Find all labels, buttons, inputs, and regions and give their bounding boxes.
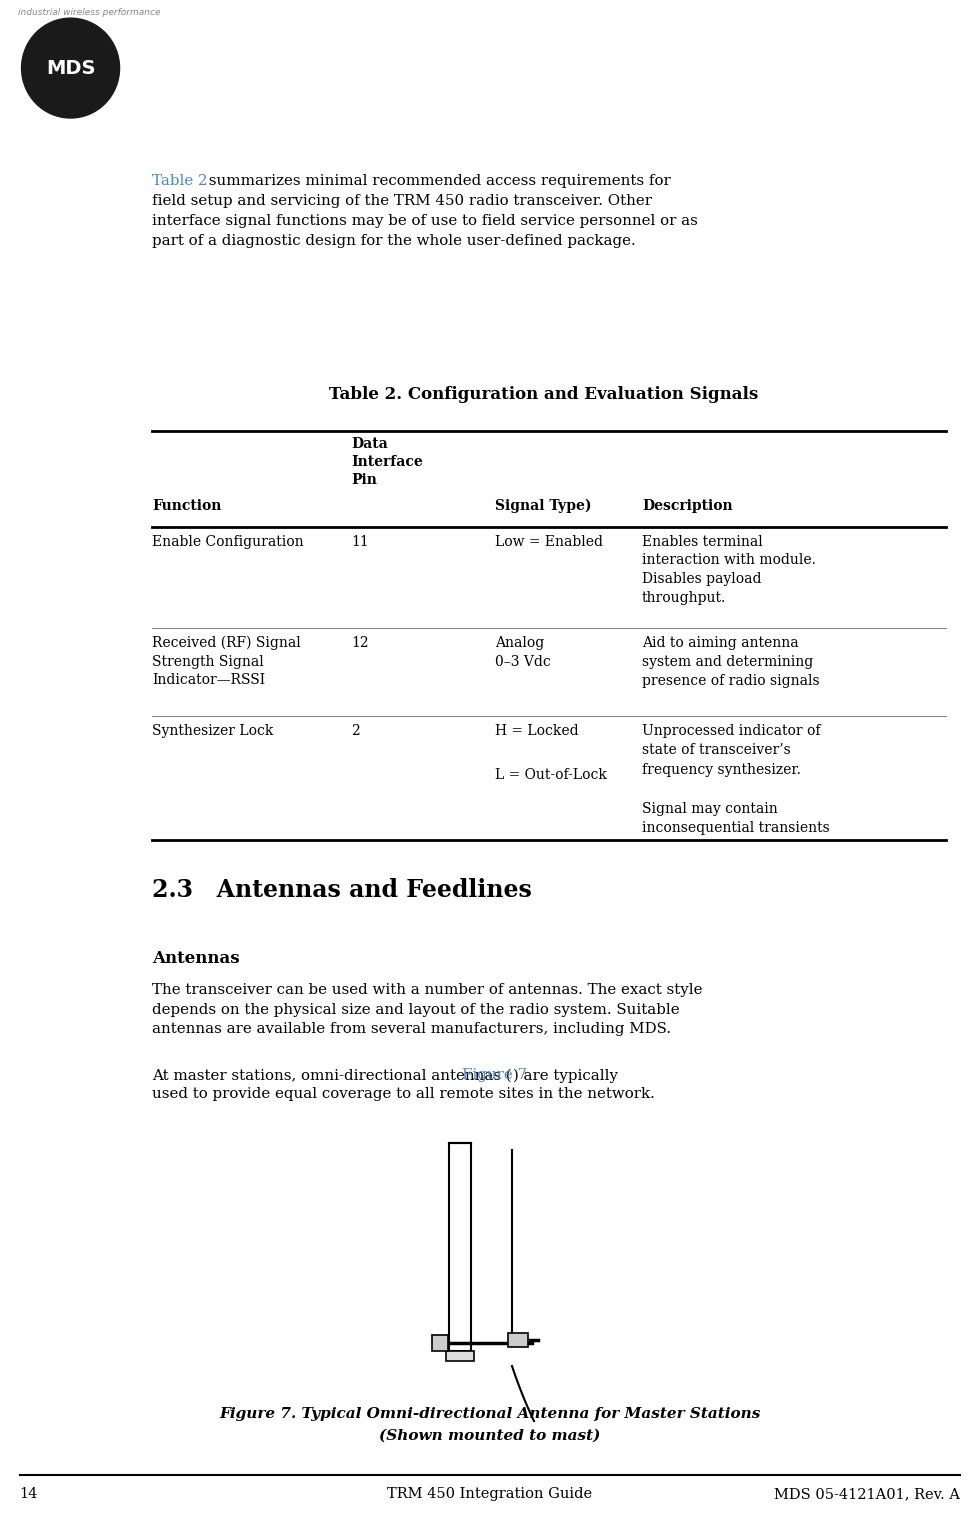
Text: ) are typically: ) are typically	[513, 1068, 618, 1083]
Text: The transceiver can be used with a number of antennas. The exact style
depends o: The transceiver can be used with a numbe…	[152, 983, 703, 1036]
Text: Description: Description	[642, 498, 732, 513]
Text: Antennas: Antennas	[152, 950, 239, 967]
Text: Figure 7. Typical Omni-directional Antenna for Master Stations: Figure 7. Typical Omni-directional Anten…	[220, 1407, 760, 1421]
Text: Function: Function	[152, 498, 221, 513]
Bar	[432, 1334, 448, 1351]
Text: field setup and servicing of the TRM 450 radio transceiver. Other: field setup and servicing of the TRM 450…	[152, 194, 652, 207]
Bar	[449, 1142, 471, 1351]
Text: used to provide equal coverage to all remote sites in the network.: used to provide equal coverage to all re…	[152, 1088, 655, 1101]
Text: MDS: MDS	[46, 59, 95, 77]
Text: interface signal functions may be of use to field service personnel or as: interface signal functions may be of use…	[152, 213, 698, 228]
Text: At master stations, omni-directional antennas (: At master stations, omni-directional ant…	[152, 1068, 512, 1082]
Text: MDS 05-4121A01, Rev. A: MDS 05-4121A01, Rev. A	[774, 1487, 960, 1501]
Text: Low = Enabled: Low = Enabled	[495, 534, 603, 549]
Bar	[446, 1351, 474, 1362]
Text: Enable Configuration: Enable Configuration	[152, 534, 304, 549]
Ellipse shape	[22, 18, 120, 118]
Text: 12: 12	[351, 635, 368, 651]
Text: Unprocessed indicator of
state of transceiver’s
frequency synthesizer.

Signal m: Unprocessed indicator of state of transc…	[642, 723, 830, 835]
Text: Aid to aiming antenna
system and determining
presence of radio signals: Aid to aiming antenna system and determi…	[642, 635, 819, 688]
Text: industrial wireless performance: industrial wireless performance	[18, 8, 160, 17]
Text: 2: 2	[351, 723, 360, 738]
Text: Analog
0–3 Vdc: Analog 0–3 Vdc	[495, 635, 551, 669]
Text: Table 2: Table 2	[152, 174, 208, 188]
Text: Enables terminal
interaction with module.
Disables payload
throughput.: Enables terminal interaction with module…	[642, 534, 815, 605]
Text: (Shown mounted to mast): (Shown mounted to mast)	[379, 1430, 601, 1443]
Text: Data
Interface
Pin: Data Interface Pin	[351, 437, 422, 487]
Text: summarizes minimal recommended access requirements for: summarizes minimal recommended access re…	[204, 174, 670, 188]
Text: Received (RF) Signal
Strength Signal
Indicator—RSSI: Received (RF) Signal Strength Signal Ind…	[152, 635, 301, 687]
Text: 14: 14	[20, 1487, 38, 1501]
Text: TRM 450 Integration Guide: TRM 450 Integration Guide	[387, 1487, 593, 1501]
Text: H = Locked

L = Out-of-Lock: H = Locked L = Out-of-Lock	[495, 723, 607, 782]
Text: Signal Type): Signal Type)	[495, 498, 591, 513]
Text: 11: 11	[351, 534, 368, 549]
Text: Table 2. Configuration and Evaluation Signals: Table 2. Configuration and Evaluation Si…	[329, 386, 759, 402]
Text: part of a diagnostic design for the whole user-defined package.: part of a diagnostic design for the whol…	[152, 235, 636, 248]
Bar	[508, 1333, 528, 1347]
Text: 2.3 Antennas and Feedlines: 2.3 Antennas and Feedlines	[152, 878, 532, 902]
Text: Synthesizer Lock: Synthesizer Lock	[152, 723, 273, 738]
Text: Figure 7: Figure 7	[462, 1068, 527, 1082]
